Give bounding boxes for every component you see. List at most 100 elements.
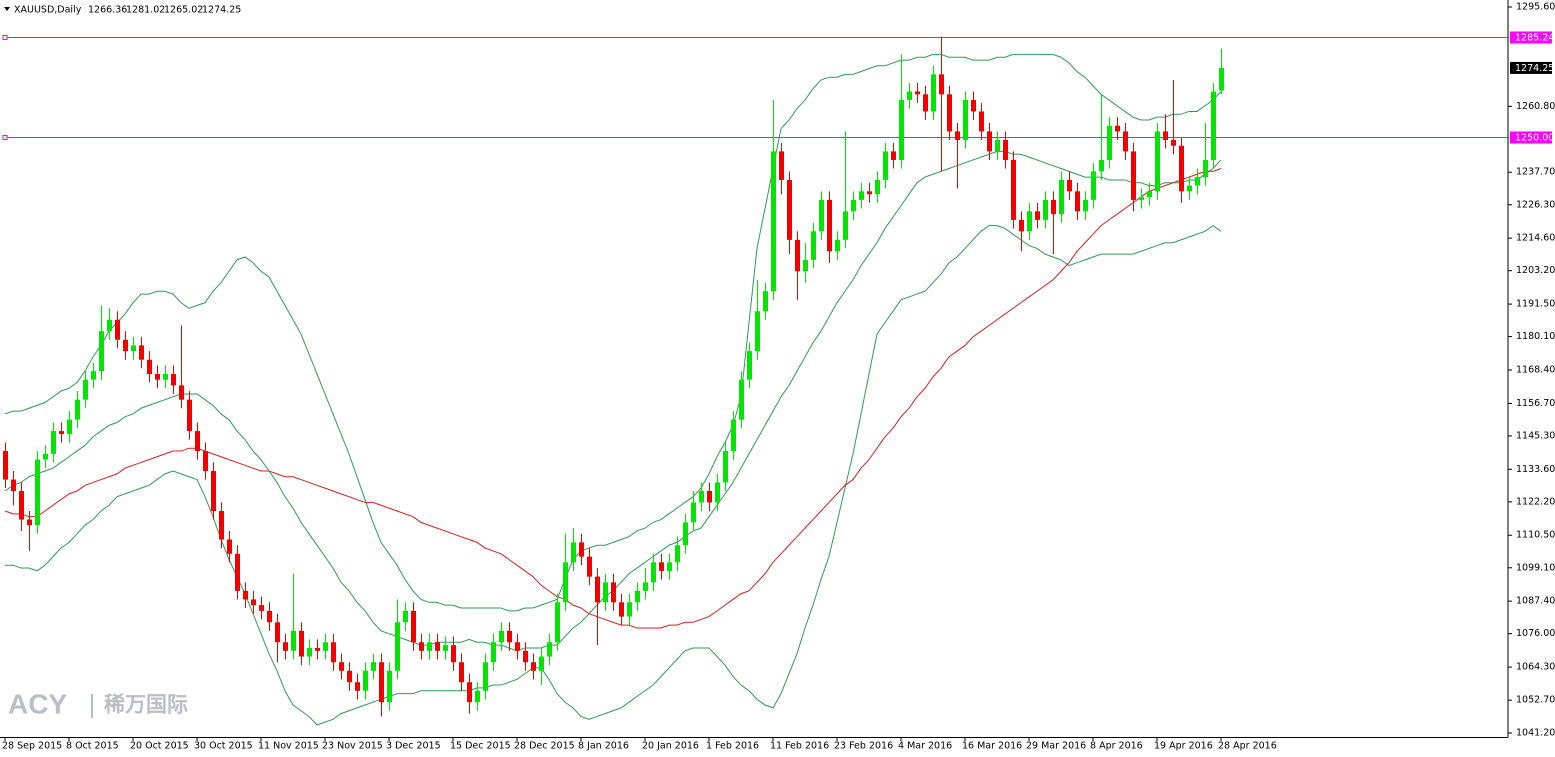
y-tick-label: 1110.50 xyxy=(1516,530,1555,541)
y-tick-label: 1203.20 xyxy=(1516,265,1555,276)
candle-body xyxy=(547,642,552,657)
header: XAUUSD,Daily 1266.36 1281.02 1265.02 127… xyxy=(4,5,241,16)
candle-body xyxy=(275,622,280,643)
candle-body xyxy=(923,94,928,112)
candle-body xyxy=(27,519,32,526)
candle-body xyxy=(995,139,1000,152)
candle-body xyxy=(1187,185,1192,192)
candle-body xyxy=(339,662,344,671)
candle-body xyxy=(619,602,624,617)
x-tick-label: 20 Jan 2016 xyxy=(642,741,699,752)
candle-body xyxy=(475,690,480,703)
y-tick-label: 1041.20 xyxy=(1516,728,1555,739)
candle-body xyxy=(627,602,632,617)
candle-body xyxy=(43,453,48,460)
candle-body xyxy=(491,642,496,663)
candle-body xyxy=(1115,125,1120,132)
candle-body xyxy=(59,431,64,434)
y-tick-label: 1064.30 xyxy=(1516,662,1555,673)
candle-body xyxy=(611,582,616,603)
candle-body xyxy=(1083,199,1088,212)
candle-body xyxy=(971,100,976,112)
candle-body xyxy=(691,502,696,523)
candle-body xyxy=(1195,177,1200,186)
candle-body xyxy=(1139,197,1144,200)
y-tick-label: 1145.30 xyxy=(1516,430,1555,441)
level-label: 1250.00 xyxy=(1515,133,1554,144)
candle-body xyxy=(1059,179,1064,215)
candle-body xyxy=(227,539,232,554)
candle-body xyxy=(1163,131,1168,140)
candle-body xyxy=(267,610,272,623)
candle-body xyxy=(779,151,784,180)
candle-body xyxy=(515,642,520,651)
price-tag-box xyxy=(1510,61,1552,74)
candle-body xyxy=(723,451,728,483)
candle-body xyxy=(827,199,832,252)
candle-body xyxy=(955,131,960,140)
last-close: 1274.25 xyxy=(202,5,241,16)
header-arrow xyxy=(4,7,10,11)
candle-body xyxy=(1107,125,1112,160)
candle-body xyxy=(123,339,128,352)
x-tick-label: 28 Sep 2015 xyxy=(2,741,62,752)
candle-body xyxy=(387,670,392,703)
candle-body xyxy=(915,91,920,95)
candle-body xyxy=(523,650,528,663)
candle-body xyxy=(243,590,248,600)
candle-body xyxy=(203,451,208,472)
candle-body xyxy=(939,74,944,95)
x-tick-label: 28 Dec 2015 xyxy=(514,741,575,752)
candle-body xyxy=(963,100,968,140)
candle-body xyxy=(1035,211,1040,220)
candle-body xyxy=(587,556,592,577)
candle-body xyxy=(539,656,544,671)
indicator-line xyxy=(4,53,1222,612)
candle-body xyxy=(1011,159,1016,220)
candle-body xyxy=(707,491,712,503)
candle-body xyxy=(699,491,704,503)
candle-body xyxy=(443,645,448,651)
candle-body xyxy=(411,610,416,643)
candle-body xyxy=(803,259,808,272)
candle-body xyxy=(11,479,16,491)
candle-body xyxy=(67,419,72,434)
watermark: ACY 稀万国际 xyxy=(8,688,188,719)
candle-body xyxy=(1075,191,1080,212)
candle-body xyxy=(747,351,752,380)
candle-body xyxy=(163,373,168,380)
candle-body xyxy=(987,131,992,152)
x-tick-label: 23 Feb 2016 xyxy=(834,741,893,752)
candle-body xyxy=(395,622,400,671)
candle-body xyxy=(323,642,328,651)
candle-body xyxy=(75,399,80,420)
candle-body xyxy=(291,630,296,651)
y-tick-label: 1122.20 xyxy=(1516,496,1555,507)
y-tick-label: 1180.10 xyxy=(1516,331,1555,342)
candle-body xyxy=(299,630,304,657)
candle-body xyxy=(883,151,888,180)
candle-body xyxy=(19,491,24,520)
candle-body xyxy=(1211,91,1216,160)
candle-body xyxy=(867,191,872,195)
candle-body xyxy=(979,111,984,132)
last-high: 1281.02 xyxy=(126,5,165,16)
candle-body xyxy=(403,610,408,623)
candle-body xyxy=(1099,159,1104,172)
candle-body xyxy=(315,647,320,651)
candle-body xyxy=(1067,179,1072,192)
candle-body xyxy=(1155,131,1160,192)
indicator-line xyxy=(5,224,1222,726)
candle-body xyxy=(419,642,424,651)
candle-body xyxy=(363,670,368,691)
candle-body xyxy=(1027,211,1032,232)
x-tick-label: 8 Jan 2016 xyxy=(578,741,629,752)
candle-body xyxy=(51,431,56,454)
y-tick-label: 1295.60 xyxy=(1516,2,1555,13)
candle-body xyxy=(771,151,776,292)
watermark-text: 稀万国际 xyxy=(104,693,188,717)
symbol: XAUUSD,Daily xyxy=(14,5,82,16)
candle-body xyxy=(555,602,560,643)
